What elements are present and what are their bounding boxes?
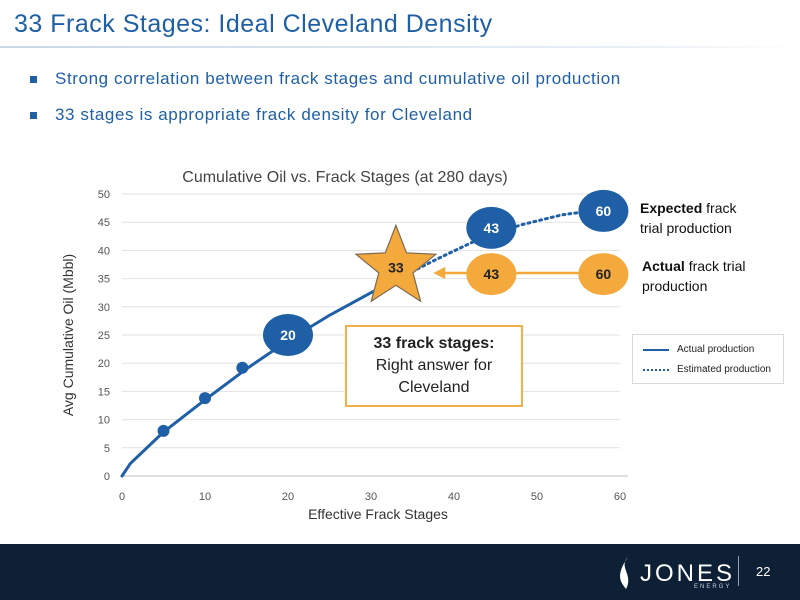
- callout-line: Cleveland: [398, 379, 470, 396]
- legend-item: Estimated production: [643, 364, 771, 375]
- callout-box: 33 frack stages: Right answer for Clevel…: [345, 325, 523, 407]
- bubble-label: 33: [388, 259, 404, 275]
- bullet-item: 33 stages is appropriate frack density f…: [30, 102, 621, 128]
- slide-title: 33 Frack Stages: Ideal Cleveland Density: [14, 10, 493, 38]
- actual-note-bold: Actual: [642, 258, 685, 274]
- bullet-text: Strong correlation between frack stages …: [55, 69, 621, 88]
- x-tick-label: 30: [365, 491, 377, 503]
- y-tick-label: 30: [98, 302, 110, 314]
- chart-axes: 0 5 10 15 20 25 30 35 40 45 50 0 10 20 30 40 50 60: [98, 189, 628, 503]
- footer-bar: [0, 544, 800, 600]
- x-tick-label: 40: [448, 491, 460, 503]
- expected-note: Expected frack trial production: [640, 198, 736, 238]
- page-number: 22: [756, 564, 771, 579]
- y-tick-label: 25: [98, 330, 110, 342]
- y-tick-label: 10: [98, 415, 110, 427]
- y-tick-label: 5: [104, 443, 110, 455]
- y-axis-label: Avg Cumulative Oil (Mbbl): [60, 254, 76, 416]
- jones-energy-logo-icon: [620, 557, 629, 589]
- data-marker: [199, 392, 211, 405]
- bubble-label: 60: [596, 266, 612, 282]
- x-tick-label: 0: [119, 491, 125, 503]
- bullet-square-icon: [30, 75, 37, 83]
- y-tick-label: 45: [98, 217, 110, 229]
- label-bubble: [466, 206, 517, 249]
- bubble-label: 43: [484, 220, 500, 236]
- legend-solid-line-icon: [643, 348, 669, 351]
- label-bubble: [263, 314, 313, 356]
- bullet-text: 33 stages is appropriate frack density f…: [55, 105, 473, 124]
- chart-grid: [122, 193, 620, 449]
- y-tick-label: 15: [98, 386, 110, 398]
- chart-legend: Actual production Estimated production: [632, 334, 784, 384]
- bullet-list: Strong correlation between frack stages …: [30, 66, 621, 138]
- legend-label: Estimated production: [677, 364, 771, 375]
- expected-note-text: frack: [706, 200, 737, 216]
- bubble-label: 60: [596, 203, 612, 219]
- data-marker: [157, 424, 170, 437]
- actual-note-text: frack trial: [688, 258, 746, 274]
- x-tick-label: 20: [282, 491, 294, 503]
- y-tick-label: 40: [98, 245, 110, 257]
- y-tick-label: 50: [98, 189, 110, 201]
- logo-divider: [738, 556, 739, 586]
- star-marker: [354, 223, 438, 303]
- data-marker: [236, 361, 249, 374]
- bullet-square-icon: [30, 111, 37, 119]
- chart-marks: 20 33 43 60 43 60: [157, 189, 629, 437]
- legend-item: Actual production: [643, 344, 754, 355]
- x-tick-label: 10: [199, 491, 211, 503]
- x-axis-label: Effective Frack Stages: [308, 506, 448, 522]
- y-tick-label: 0: [104, 471, 110, 483]
- label-bubble: [466, 253, 517, 296]
- expected-note-bold: Expected: [640, 200, 703, 216]
- legend-label: Actual production: [677, 344, 755, 355]
- actual-note-text: production: [642, 278, 708, 294]
- label-bubble: [578, 253, 629, 296]
- logo-subtitle: ENERGY: [694, 584, 732, 590]
- bullet-item: Strong correlation between frack stages …: [30, 66, 621, 92]
- arrowhead-icon: [433, 266, 446, 279]
- bubble-label: 20: [280, 327, 296, 343]
- callout-heading: 33 frack stages:: [373, 335, 495, 352]
- y-tick-label: 20: [98, 358, 110, 370]
- legend-dotted-line-icon: [643, 368, 669, 371]
- x-tick-label: 50: [531, 491, 543, 503]
- bubble-label: 43: [484, 266, 500, 282]
- y-tick-label: 35: [98, 274, 110, 286]
- chart-title: Cumulative Oil vs. Frack Stages (at 280 …: [182, 169, 507, 186]
- label-bubble: [578, 189, 629, 232]
- callout-line: Right answer for: [375, 357, 493, 374]
- logo-wordmark: JONES: [640, 560, 736, 587]
- actual-note: Actual frack trial production: [642, 256, 745, 296]
- x-tick-label: 60: [614, 491, 626, 503]
- title-divider: [0, 46, 800, 48]
- expected-note-text: trial production: [640, 220, 732, 236]
